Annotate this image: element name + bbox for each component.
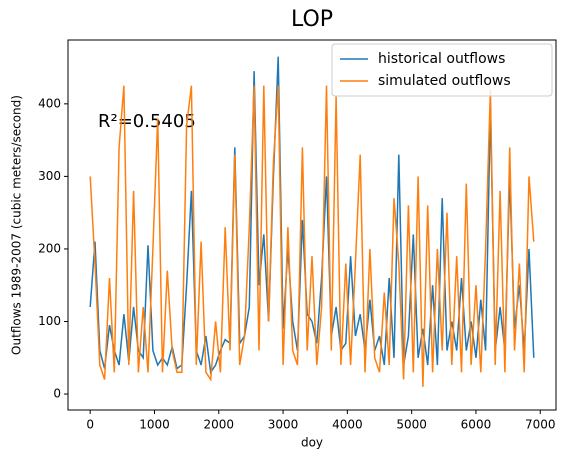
- x-tick-label: 4000: [332, 418, 363, 432]
- y-axis-label: Outflows 1989-2007 (cubic meters/second): [10, 95, 24, 355]
- chart-title: LOP: [291, 7, 333, 32]
- y-tick-label: 400: [38, 96, 61, 110]
- y-tick-label: 100: [38, 314, 61, 328]
- annotation: R²=0.5405: [98, 111, 196, 132]
- y-tick-label: 0: [53, 387, 61, 401]
- x-tick-label: 0: [86, 418, 94, 432]
- plot-frame: [67, 39, 557, 411]
- legend-box: [331, 43, 553, 97]
- x-tick-label: 6000: [461, 418, 492, 432]
- x-tick-label: 2000: [203, 418, 234, 432]
- x-tick-label: 7000: [525, 418, 556, 432]
- series-line: [89, 56, 535, 375]
- y-tick-label: 300: [38, 169, 61, 183]
- x-axis-label: doy: [301, 436, 323, 450]
- legend-label: historical outflows: [378, 51, 505, 67]
- y-tick-label: 200: [38, 241, 61, 255]
- x-tick-label: 5000: [396, 418, 427, 432]
- x-tick-label: 3000: [268, 418, 299, 432]
- series-line: [89, 85, 535, 387]
- x-tick-label: 1000: [139, 418, 170, 432]
- legend-label: simulated outflows: [378, 73, 511, 89]
